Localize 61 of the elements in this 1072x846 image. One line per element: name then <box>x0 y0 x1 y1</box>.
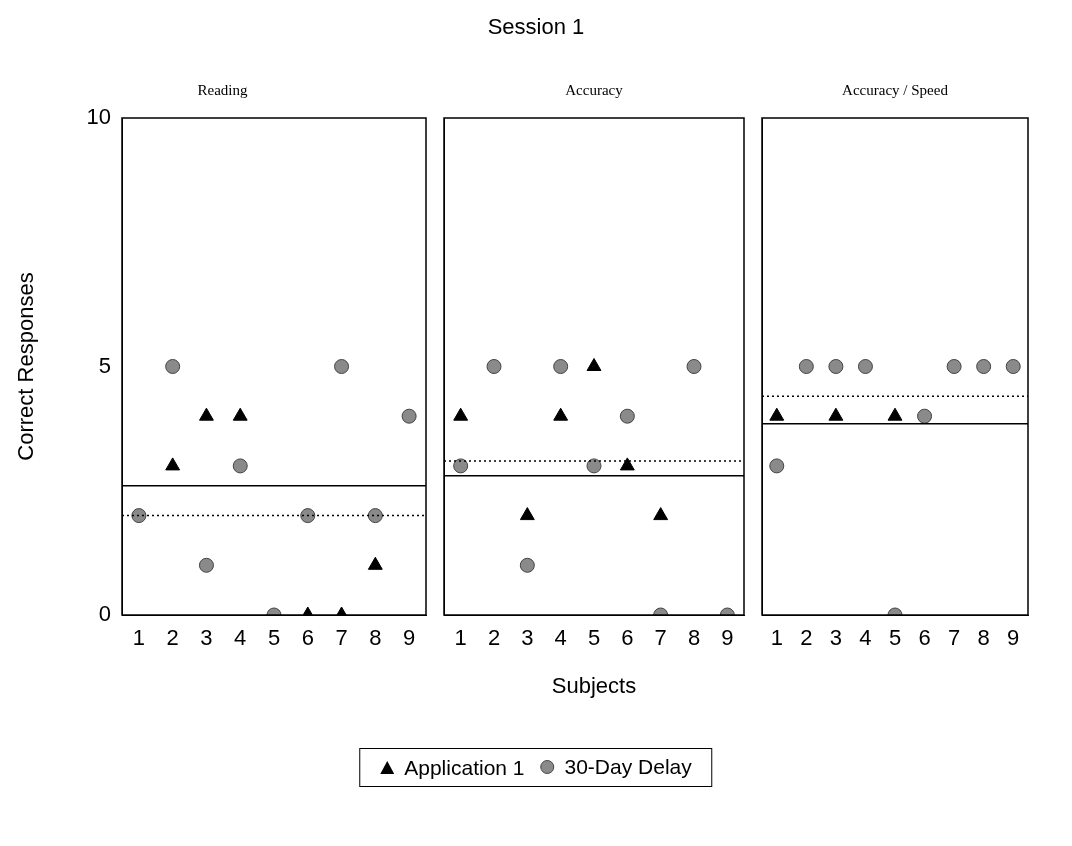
point <box>686 359 702 374</box>
x-tick-label: 6 <box>918 625 931 651</box>
point <box>828 359 844 374</box>
point <box>1005 359 1021 374</box>
point <box>586 458 602 474</box>
x-tick-label: 4 <box>859 625 872 651</box>
x-tick-label: 6 <box>301 625 314 651</box>
x-tick-label: 1 <box>454 625 467 651</box>
x-tick-label: 1 <box>770 625 783 651</box>
point <box>917 408 933 424</box>
point <box>887 407 903 421</box>
x-tick-label: 2 <box>487 625 501 651</box>
x-tick-label: 8 <box>977 625 990 651</box>
point <box>453 407 469 421</box>
x-tick-label: 1 <box>132 625 146 651</box>
x-tick-label: 2 <box>800 625 813 651</box>
point <box>619 457 635 471</box>
legend-label: Application 1 <box>404 755 525 780</box>
point <box>857 359 873 374</box>
point <box>586 358 602 371</box>
chart-title: Accuracy / Speed <box>842 81 949 98</box>
x-tick-label: 2 <box>166 625 179 651</box>
point <box>769 407 785 421</box>
chart-title: Reading <box>197 81 248 98</box>
x-tick-label: 6 <box>621 625 634 651</box>
x-axis-title: Subjects <box>551 672 637 698</box>
point <box>619 408 635 424</box>
x-tick-label: 9 <box>402 625 416 651</box>
point <box>553 407 569 421</box>
point <box>769 458 785 474</box>
point <box>828 407 844 421</box>
y-axis-title: Correct Responses <box>13 272 39 461</box>
point <box>653 507 669 521</box>
point <box>519 507 535 521</box>
y-tick-label: 5 <box>98 352 111 378</box>
x-tick-label: 3 <box>829 625 843 651</box>
x-tick-label: 3 <box>200 625 213 651</box>
x-tick-label: 7 <box>335 625 348 651</box>
x-tick-label: 7 <box>947 625 961 651</box>
point <box>946 359 962 374</box>
x-tick-label: 5 <box>888 625 902 651</box>
x-tick-label: 9 <box>1007 625 1020 651</box>
text: Session 1 <box>486 14 586 40</box>
point <box>553 359 569 374</box>
x-tick-label: 3 <box>521 625 534 651</box>
legend-label: 30-Day Delay <box>564 755 692 779</box>
x-tick-label: 8 <box>687 625 701 651</box>
x-tick-label: 8 <box>369 625 382 651</box>
x-tick-label: 4 <box>554 625 567 651</box>
point <box>976 359 992 374</box>
y-tick-label: 0 <box>98 601 111 627</box>
x-tick-label: 4 <box>234 625 247 651</box>
x-tick-label: 7 <box>654 625 667 651</box>
point <box>486 359 502 374</box>
x-tick-label: 5 <box>267 625 281 651</box>
point <box>798 359 814 374</box>
x-tick-label: 5 <box>587 625 601 651</box>
y-tick-label: 10 <box>86 104 111 130</box>
point <box>453 458 469 474</box>
x-tick-label: 9 <box>721 625 734 651</box>
chart-title: Accuracy <box>565 81 624 98</box>
